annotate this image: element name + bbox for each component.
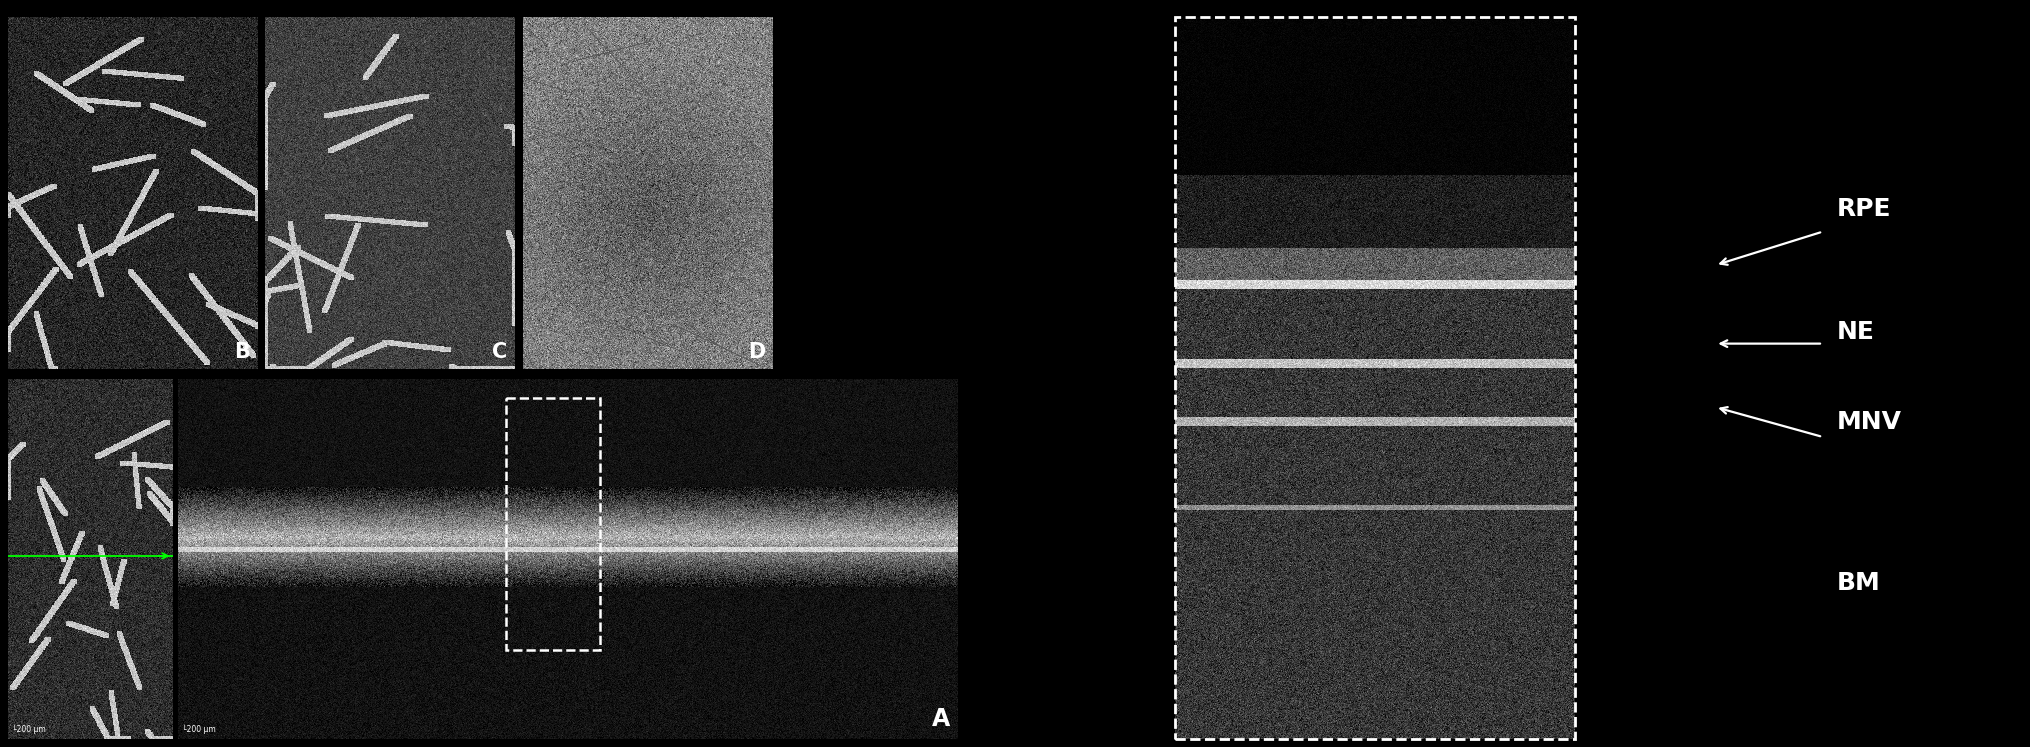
Text: MNV: MNV [1837,410,1902,434]
Text: A: A [932,707,950,731]
Text: B: B [235,341,250,362]
Text: D: D [749,341,765,362]
Text: BM: BM [1837,571,1882,595]
Text: └200 μm: └200 μm [183,724,217,734]
Text: C: C [491,341,508,362]
Text: NE: NE [1837,320,1876,344]
Text: RPE: RPE [1837,197,1892,221]
Bar [505,397,599,649]
Text: └200 μm: └200 μm [12,724,47,734]
